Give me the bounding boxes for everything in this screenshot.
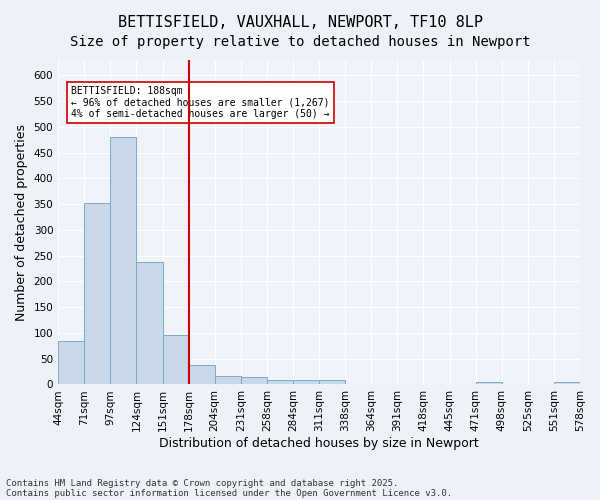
Bar [110, 136, 136, 384]
Bar [241, 376, 267, 384]
Text: Size of property relative to detached houses in Newport: Size of property relative to detached ho… [70, 35, 530, 49]
Bar [476, 382, 502, 384]
Bar [554, 382, 580, 384]
Bar [215, 376, 241, 384]
X-axis label: Distribution of detached houses by size in Newport: Distribution of detached houses by size … [159, 437, 479, 450]
Text: BETTISFIELD, VAUXHALL, NEWPORT, TF10 8LP: BETTISFIELD, VAUXHALL, NEWPORT, TF10 8LP [118, 15, 482, 30]
Bar [267, 380, 293, 384]
Bar [293, 380, 319, 384]
Bar [163, 335, 188, 384]
Y-axis label: Number of detached properties: Number of detached properties [15, 124, 28, 320]
Text: BETTISFIELD: 188sqm
← 96% of detached houses are smaller (1,267)
4% of semi-deta: BETTISFIELD: 188sqm ← 96% of detached ho… [71, 86, 330, 119]
Bar [84, 203, 110, 384]
Bar [188, 365, 215, 384]
Bar [319, 380, 345, 384]
Bar [136, 262, 163, 384]
Bar [58, 340, 84, 384]
Text: Contains HM Land Registry data © Crown copyright and database right 2025.: Contains HM Land Registry data © Crown c… [6, 478, 398, 488]
Text: Contains public sector information licensed under the Open Government Licence v3: Contains public sector information licen… [6, 488, 452, 498]
